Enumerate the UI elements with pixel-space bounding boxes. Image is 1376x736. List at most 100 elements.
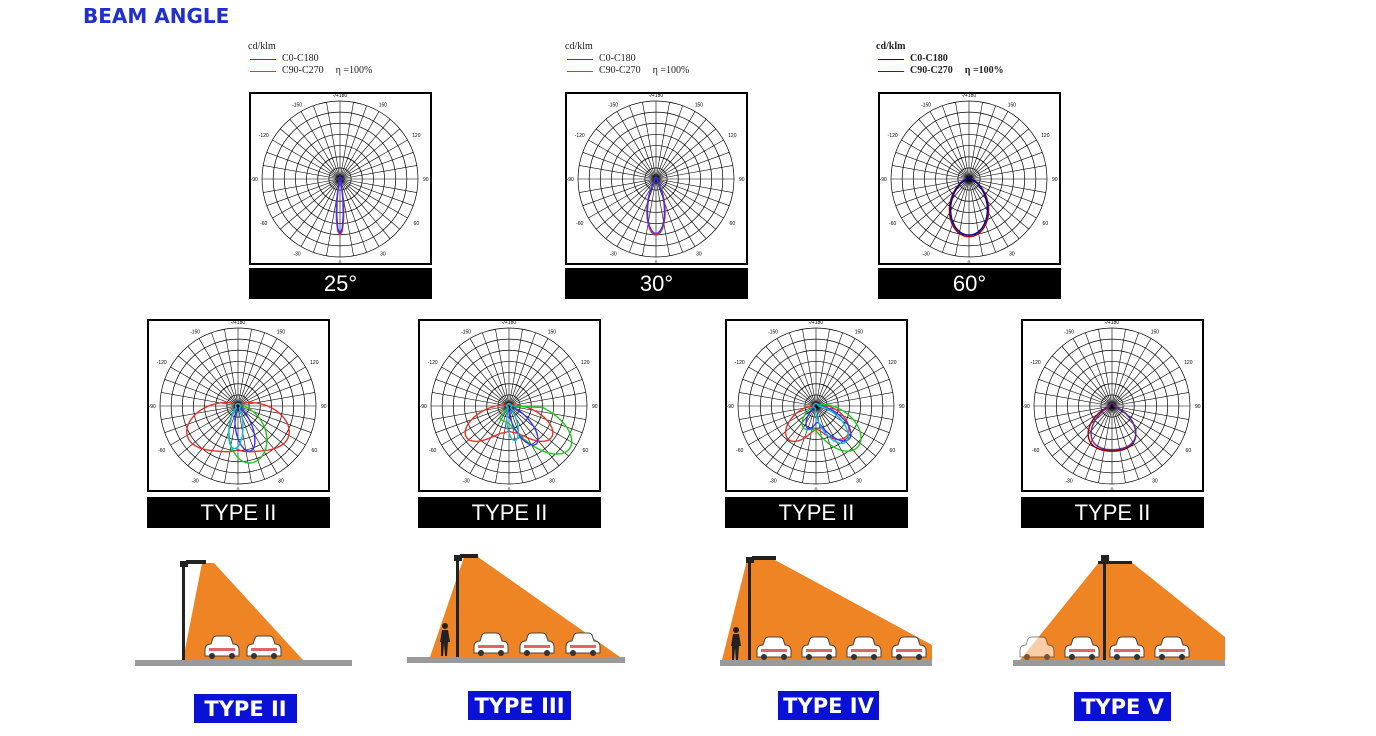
angle-label: 120 — [310, 360, 319, 366]
grid-spoke — [815, 405, 876, 457]
grid-spoke — [955, 178, 970, 256]
angle-label: -120 — [888, 133, 898, 139]
angle-label: 90 — [321, 404, 327, 410]
car-icon — [1019, 636, 1055, 660]
grid-spoke — [508, 405, 523, 483]
grid-spoke — [892, 165, 970, 180]
grid-spoke — [815, 379, 890, 407]
grid-spoke — [1111, 366, 1180, 407]
grid-spoke — [655, 119, 707, 180]
grid-spoke — [266, 152, 341, 180]
grid-spoke — [482, 405, 510, 480]
grid-spoke — [655, 178, 724, 219]
grid-spoke — [508, 405, 536, 480]
grid-spoke — [237, 392, 315, 407]
angle-label: 0 — [508, 487, 511, 490]
scene-type-iv — [720, 556, 932, 666]
angle-label: -150 — [190, 330, 200, 336]
grid-spoke — [942, 105, 970, 180]
grid-spoke — [508, 366, 577, 407]
grid-spoke — [579, 178, 657, 193]
grid-spoke — [1061, 405, 1113, 466]
grid-spoke — [605, 119, 657, 180]
grid-spoke — [508, 332, 536, 407]
grid-spoke — [655, 178, 716, 230]
grid-spoke — [968, 119, 1020, 180]
grid-spoke — [968, 178, 1020, 239]
angle-label: 120 — [888, 360, 897, 366]
grid-spoke — [815, 355, 876, 407]
grid-spoke — [237, 355, 298, 407]
grid-spoke — [339, 128, 400, 180]
pedestrian-icon — [440, 623, 450, 656]
grid-spoke — [1111, 338, 1152, 407]
grid-spoke — [739, 392, 817, 407]
polar-chart-30: -/+180 150 -150 120 -120 90 -90 60 -60 30 -30 0 — [565, 92, 748, 265]
grid-spoke — [802, 405, 817, 483]
type-caption-4: TYPE II — [1021, 497, 1204, 528]
angle-label: 0 — [968, 260, 971, 263]
polar-chart-type-2: -/+180 150 -150 120 -120 90 -90 60 -60 30 -30 0 — [418, 319, 601, 492]
grid-spoke — [289, 178, 341, 239]
angle-label: 150 — [379, 103, 388, 109]
angle-label: -60 — [260, 221, 267, 227]
grid-spoke — [742, 379, 817, 407]
grid-spoke — [237, 405, 298, 457]
road — [720, 660, 932, 666]
grid-spoke — [756, 355, 817, 407]
angle-label: 0 — [237, 487, 240, 490]
grid-spoke — [170, 405, 239, 446]
grid-spoke — [161, 392, 239, 407]
grid-spoke — [1111, 405, 1126, 483]
grid-spoke — [789, 332, 817, 407]
grid-spoke — [458, 346, 510, 407]
angle-label: 30 — [696, 251, 702, 257]
angle-label: -/+180 — [649, 94, 664, 99]
grid-spoke — [955, 102, 970, 180]
angle-label: -120 — [259, 133, 269, 139]
legend-c0-label: C0-C180 — [910, 53, 948, 64]
grid-spoke — [582, 152, 657, 180]
grid-spoke — [1044, 366, 1113, 407]
grid-spoke — [313, 178, 341, 253]
grid-spoke — [968, 139, 1037, 180]
angle-label: 150 — [277, 330, 286, 336]
grid-spoke — [272, 178, 341, 219]
grid-spoke — [237, 405, 312, 433]
grid-spoke — [495, 329, 510, 407]
distribution-curve — [813, 403, 850, 444]
angle-label: 60 — [890, 448, 896, 454]
grid-spoke — [449, 405, 510, 457]
grid-spoke — [765, 346, 817, 407]
grid-spoke — [655, 111, 696, 180]
grid-spoke — [655, 128, 716, 180]
polar-chart-type-4: -/+180 150 -150 120 -120 90 -90 60 -60 30 -30 0 — [1021, 319, 1204, 492]
grid-spoke — [508, 338, 549, 407]
angle-label: -30 — [922, 251, 929, 257]
grid-spoke — [508, 405, 569, 457]
type-caption-2: TYPE II — [418, 497, 601, 528]
angle-label: 150 — [695, 103, 704, 109]
lamp-pole — [1103, 563, 1106, 660]
angle-label: 0 — [339, 260, 342, 263]
grid-spoke — [582, 178, 657, 206]
grid-spoke — [237, 329, 252, 407]
grid-spoke — [1111, 405, 1180, 446]
grid-spoke — [895, 152, 970, 180]
type-iv-badge: TYPE IV — [778, 691, 879, 720]
angle-label: -120 — [428, 360, 438, 366]
grid-spoke — [1111, 405, 1152, 474]
grid-spoke — [441, 366, 510, 407]
angle-label: -30 — [609, 251, 616, 257]
angle-label: 30 — [856, 478, 862, 484]
angle-label: 30 — [1152, 478, 1158, 484]
grid-spoke — [968, 105, 996, 180]
car-icon — [1064, 636, 1100, 660]
angle-label: 60 — [583, 448, 589, 454]
angle-label: -/+180 — [1105, 321, 1120, 326]
grid-spoke — [280, 178, 341, 230]
angle-label: -150 — [292, 103, 302, 109]
type-ii-badge: TYPE II — [194, 694, 297, 723]
grid-spoke — [313, 105, 341, 180]
grid-spoke — [1098, 405, 1113, 483]
